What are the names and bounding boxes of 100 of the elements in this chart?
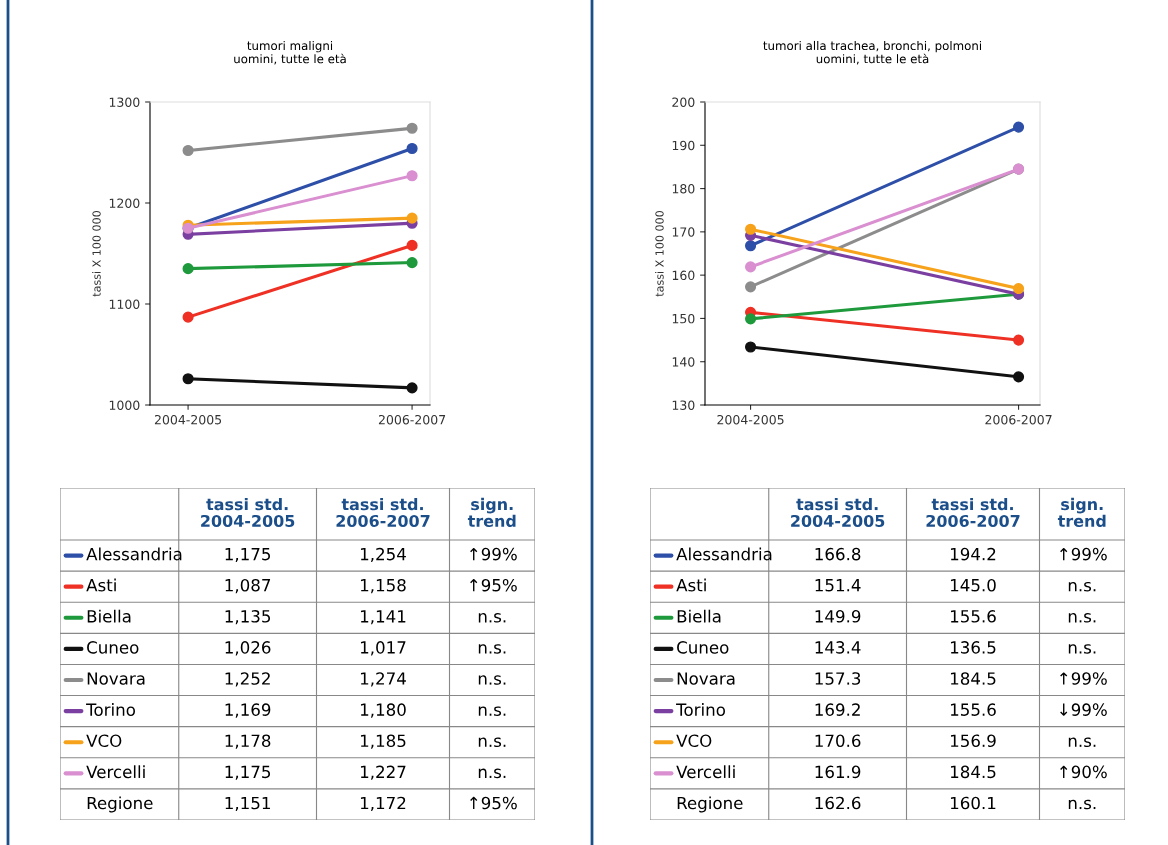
point [1013,121,1025,133]
text: n.s. [478,675,506,685]
point [1013,334,1025,346]
text: ↑95% [470,578,517,592]
data-label: 1,135 [225,610,271,625]
y-tick-label: 130 [672,400,695,410]
data-label: 169.2 [815,703,860,716]
point [406,382,418,394]
legend-label: VCO [86,734,122,748]
data-label: 161.9 [815,765,861,779]
y-tick-label: 1100 [109,299,140,309]
text: 162.6 [815,796,861,810]
legend-label: VCO [676,734,712,748]
data-label: 143.4 [815,641,861,654]
text: ↑99% [1060,547,1107,561]
point [745,240,757,252]
y-tick-label: 150 [672,313,695,324]
point [745,281,757,293]
text: n.s. [478,737,506,748]
point [1013,371,1025,383]
data-label: 145.0 [950,578,996,592]
point [1013,283,1025,295]
legend-label: Cuneo [677,641,729,654]
legend-label: Vercelli [86,765,145,779]
data-label: 136.5 [950,641,996,654]
point [182,263,194,275]
text: Regione [677,796,743,813]
y-tick-label: 1000 [109,400,140,410]
y-tick-label: 140 [672,357,695,367]
x-tick-label: 2004-2005 [154,414,222,425]
y-tick-label: 1200 [109,198,140,208]
text: ↑99% [1060,672,1107,685]
point [406,142,418,155]
text: Regione [87,796,153,813]
text: ↑99% [470,547,517,561]
data-label: 1,026 [225,641,271,656]
data-label: 1,254 [360,547,406,563]
text: sign. trend [1057,497,1106,528]
data-label: 155.6 [950,610,996,623]
text: tassi std. 2004-2005 [791,497,885,527]
chart-title: tumori alla trachea, bronchi, polmoni uomini, tutte le età [763,40,982,65]
text: n.s. [478,613,506,623]
text: n.s. [1068,644,1096,654]
x-tick-label: 2006-2007 [985,414,1052,425]
point [406,170,418,182]
text: tassi std. 2004-2005 [201,497,295,527]
y-tick-label: 170 [672,227,695,237]
x-tick-label: 2004-2005 [717,414,784,425]
text: 1,151 [225,796,270,811]
text: n.s. [478,768,506,779]
text: ↓99% [1060,703,1107,716]
legend-label: Novara [677,672,735,685]
y-tick-label: 200 [672,97,695,107]
data-label: 194.2 [950,547,996,561]
legend-label: Torino [676,703,725,716]
legend-label: Cuneo [87,641,139,654]
text: n.s. [1068,613,1096,623]
data-label: 1,252 [225,672,270,687]
data-label: 1,141 [360,610,406,625]
legend-label: Vercelli [676,765,735,779]
chart-title: tumori maligni uomini, tutte le età [234,40,346,65]
data-label: 1,175 [225,765,271,780]
legend-label: Asti [86,578,116,592]
data-label: 1,087 [225,578,271,594]
data-label: 1,227 [360,765,406,780]
y-axis-title: tassi X 100 000 [92,211,101,297]
point [745,261,757,273]
text: tassi std. 2006-2007 [926,497,1020,527]
data-label: 166.8 [815,547,861,561]
text: sign. trend [467,497,516,528]
text: ↑90% [1060,765,1107,779]
y-tick-label: 190 [672,140,695,151]
data-label: 1,175 [225,548,271,563]
legend-label: Biella [87,609,131,623]
data-label: 1,178 [225,734,271,749]
legend-label: Torino [86,703,135,716]
data-label: 1,180 [360,703,406,718]
text: 1,172 [360,796,406,811]
text: tassi std. 2006-2007 [336,497,430,527]
y-axis-title: tassi X 100 000 [655,211,664,297]
point [745,341,757,353]
legend-label: Biella [677,609,721,623]
text: n.s. [1068,737,1096,748]
data-label: 184.5 [950,672,996,685]
point [406,239,418,251]
text: n.s. [1068,581,1096,592]
point [745,313,757,325]
point [406,212,418,224]
text: n.s. [1068,799,1096,810]
data-label: 1,169 [225,703,271,718]
legend-label: Asti [676,578,706,592]
data-label: 170.6 [815,734,861,748]
text: 160.1 [950,796,996,810]
x-tick-label: 2006-2007 [378,414,446,425]
data-label: 1,274 [360,672,406,687]
text: n.s. [478,644,506,654]
legend-label: Novara [87,672,145,685]
text: ↑95% [470,796,517,810]
y-tick-label: 1300 [109,97,140,107]
legend-label: Alessandria [86,547,182,561]
